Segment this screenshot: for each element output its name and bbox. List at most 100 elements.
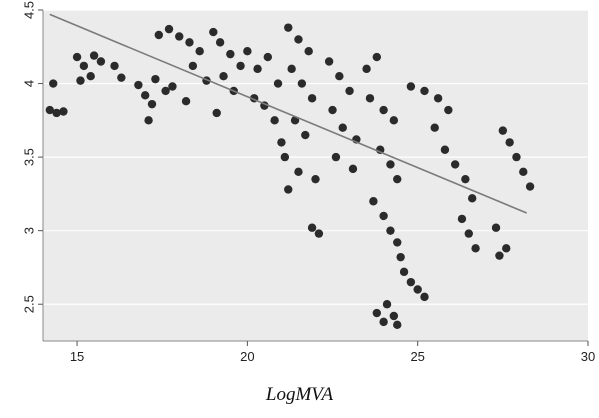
data-point (297, 79, 307, 88)
data-point (154, 30, 164, 40)
data-point (379, 211, 388, 221)
y-tick-label: 4.5 (22, 1, 37, 19)
data-point (382, 300, 392, 309)
data-point (444, 105, 453, 115)
data-point (49, 79, 58, 88)
data-point (461, 174, 470, 184)
data-point (164, 24, 174, 34)
data-point (284, 23, 293, 32)
data-point (76, 76, 85, 85)
axes: 15 20 25 30 2.5 3 3.5 4 4.5 (22, 1, 596, 364)
data-point (433, 94, 443, 103)
data-point (372, 52, 382, 62)
data-point (430, 123, 439, 132)
data-point (147, 99, 157, 109)
data-point (89, 51, 99, 60)
x-tick-label: 20 (240, 349, 254, 364)
y-tick-label: 4 (22, 80, 37, 87)
y-tick-label: 2.5 (22, 295, 37, 313)
data-points (45, 23, 535, 330)
data-point (365, 94, 375, 103)
data-point (393, 320, 402, 330)
data-point (495, 251, 504, 260)
data-point (219, 72, 228, 81)
data-point (348, 164, 358, 174)
data-point (144, 116, 153, 125)
data-point (406, 82, 416, 91)
data-point (284, 185, 293, 194)
data-point (168, 82, 177, 91)
data-point (525, 182, 535, 191)
data-point (372, 308, 382, 318)
data-point (185, 38, 194, 47)
data-point (215, 38, 225, 47)
data-point (362, 64, 371, 74)
data-point (467, 194, 477, 203)
data-point (188, 61, 198, 71)
data-point (253, 64, 262, 74)
data-point (328, 105, 337, 115)
data-point (406, 277, 416, 287)
data-point (280, 152, 290, 162)
data-point (314, 229, 324, 238)
data-point (338, 123, 347, 132)
fit-line-group (49, 13, 527, 214)
data-point (335, 72, 344, 81)
data-point (117, 73, 126, 82)
data-point (161, 86, 170, 96)
data-point (304, 46, 313, 56)
data-point (440, 145, 450, 154)
data-point (175, 32, 184, 41)
data-point (519, 167, 528, 177)
data-point (331, 152, 341, 162)
data-point (505, 138, 514, 147)
data-point (270, 116, 279, 125)
data-point (502, 244, 511, 253)
data-point (212, 108, 221, 118)
data-point (287, 64, 296, 74)
data-point (307, 223, 317, 232)
data-point (72, 52, 82, 62)
data-point (393, 238, 402, 247)
data-point (389, 311, 399, 321)
data-point (324, 57, 334, 66)
data-point (386, 160, 395, 169)
fit-line (49, 13, 527, 214)
data-point (311, 174, 320, 184)
data-point (140, 91, 150, 100)
data-point (399, 267, 409, 277)
data-point (273, 79, 283, 88)
data-point (181, 97, 191, 106)
data-point (396, 252, 405, 262)
data-point (226, 49, 235, 59)
data-point (294, 35, 303, 44)
data-point (457, 214, 467, 224)
x-axis-title: LogMVA (265, 384, 334, 405)
data-point (151, 74, 160, 84)
data-point (393, 174, 402, 184)
data-point (243, 46, 252, 56)
data-point (263, 52, 273, 62)
data-point (512, 152, 521, 162)
data-point (236, 61, 245, 71)
data-point (464, 229, 473, 238)
data-point (294, 167, 303, 177)
data-point (79, 61, 89, 71)
data-point (301, 130, 310, 140)
data-point (52, 108, 61, 118)
data-point (491, 223, 501, 232)
data-point (96, 57, 106, 66)
data-point (195, 46, 204, 56)
data-point (59, 107, 68, 116)
gridlines (43, 9, 588, 305)
y-tick-label: 3 (22, 227, 37, 234)
data-point (420, 86, 429, 96)
data-point (498, 126, 508, 135)
data-point (209, 27, 218, 37)
y-tick-label: 3.5 (22, 148, 37, 166)
data-point (110, 61, 119, 71)
x-tick-label: 30 (581, 349, 595, 364)
data-point (379, 317, 388, 327)
